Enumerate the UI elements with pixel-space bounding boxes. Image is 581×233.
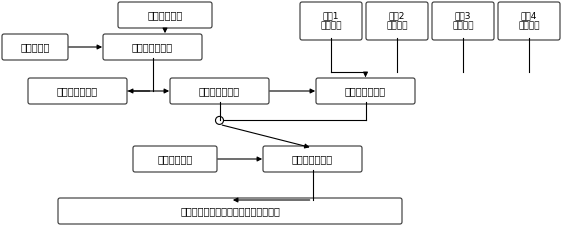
FancyBboxPatch shape (300, 2, 362, 40)
Text: 风压设定修正器: 风压设定修正器 (345, 86, 386, 96)
Text: 空气压力检测: 空气压力检测 (157, 154, 193, 164)
Text: 风量需求计算器: 风量需求计算器 (132, 42, 173, 52)
FancyBboxPatch shape (28, 78, 127, 104)
FancyBboxPatch shape (366, 2, 428, 40)
FancyBboxPatch shape (432, 2, 494, 40)
Text: 支管1
阀门开度: 支管1 阀门开度 (320, 11, 342, 31)
FancyBboxPatch shape (2, 34, 68, 60)
Text: 支管2
阀门开度: 支管2 阀门开度 (386, 11, 408, 31)
Text: 支管4
阀门开度: 支管4 阀门开度 (518, 11, 540, 31)
Text: 变频器、调节阀、永磁调速器等执行器: 变频器、调节阀、永磁调速器等执行器 (180, 206, 280, 216)
FancyBboxPatch shape (498, 2, 560, 40)
FancyBboxPatch shape (263, 146, 362, 172)
FancyBboxPatch shape (133, 146, 217, 172)
FancyBboxPatch shape (316, 78, 415, 104)
Text: 空燃比系数: 空燃比系数 (20, 42, 50, 52)
Text: 风压设定计算器: 风压设定计算器 (199, 86, 240, 96)
Text: 风量理论需求值: 风量理论需求值 (57, 86, 98, 96)
FancyBboxPatch shape (170, 78, 269, 104)
Text: 风压控制调节器: 风压控制调节器 (292, 154, 333, 164)
Text: 支管3
阀门开度: 支管3 阀门开度 (452, 11, 474, 31)
FancyBboxPatch shape (118, 2, 212, 28)
Text: 燃气流量检测: 燃气流量检测 (148, 10, 182, 20)
FancyBboxPatch shape (58, 198, 402, 224)
FancyBboxPatch shape (103, 34, 202, 60)
